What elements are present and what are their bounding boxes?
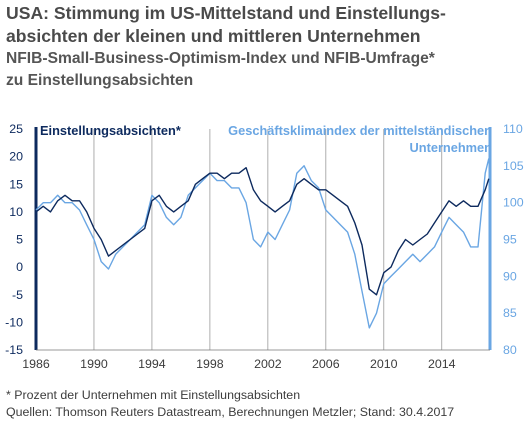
right-y-tick-label: 105 [503,159,524,173]
chart-title-line-1: USA: Stimmung im US-Mittelstand und Eins… [6,3,446,23]
x-tick-label: 1994 [138,357,166,371]
left-y-tick-label: -15 [5,343,23,357]
x-tick-label: 1998 [196,357,224,371]
right-y-tick-label: 90 [503,269,517,283]
chart-subtitle-line-2: zu Einstellungsabsichten [6,72,194,89]
left-y-tick-label: 20 [9,150,23,164]
title-block: USA: Stimmung im US-Mittelstand und Eins… [6,2,526,92]
legend-label-geschaeftsklimaindex-line-1: Geschäftsklimaindex der mittelständische… [228,123,492,138]
x-tick-label: 1990 [80,357,108,371]
series-line-einstellungsabsichten [35,167,490,296]
left-y-tick-label: -5 [12,288,23,302]
x-tick-label: 2014 [428,357,456,371]
chart-subtitle-line-1: NFIB-Small-Business-Optimism-Index und N… [6,50,435,67]
tick-labels: 1986 1990 1994 1998 2002 2006 2010 2014 25 20 15 10… [5,122,524,371]
left-y-tick-label: 15 [9,177,23,191]
legend-label-einstellungsabsichten: Einstellungsabsichten* [40,123,181,138]
left-y-tick-label: 0 [16,260,23,274]
chart-title-line-2: absichten der kleinen und mittleren Unte… [6,26,421,46]
right-y-tick-label: 110 [503,122,523,136]
right-y-tick-label: 95 [503,233,517,247]
legend-label-geschaeftsklimaindex-line-2: Unternehmen [410,140,493,155]
left-y-tick-label: 5 [16,233,23,247]
x-tick-label: 2010 [370,357,398,371]
right-y-tick-label: 85 [503,306,517,320]
right-y-tick-label: 100 [503,196,524,210]
x-tick-label: 1986 [22,357,50,371]
x-tick-label: 2006 [312,357,340,371]
left-y-tick-label: -10 [5,315,23,329]
right-y-tick-label: 80 [503,343,517,357]
series-line-geschaeftsklimaindex [35,158,490,329]
x-tick-label: 2002 [254,357,282,371]
chart-canvas: 1986 1990 1994 1998 2002 2006 2010 2014 25 20 15 10… [5,122,524,371]
left-y-tick-label: 10 [9,205,23,219]
footnote: * Prozent der Unternehmen mit Einstellun… [6,388,301,402]
grid-lines [93,129,443,350]
series-lines [35,158,490,329]
left-y-tick-label: 25 [9,122,23,136]
source-note: Quellen: Thomson Reuters Datastream, Ber… [6,405,455,419]
